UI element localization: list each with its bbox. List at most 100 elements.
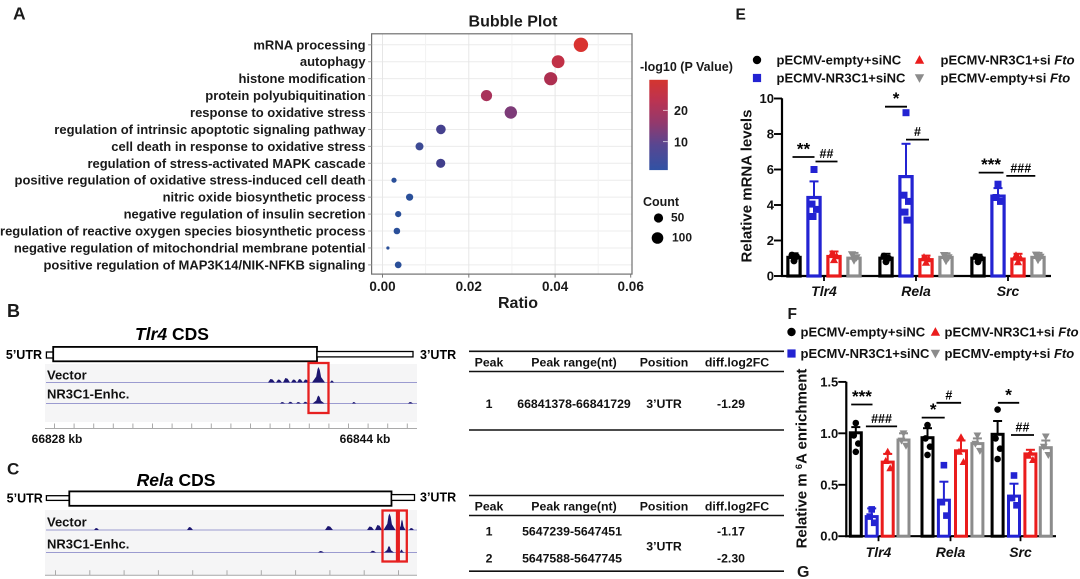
svg-text:diff.log2FC: diff.log2FC: [705, 500, 769, 514]
svg-text:pECMV-empty+si Fto: pECMV-empty+si Fto: [941, 71, 1071, 86]
svg-text:3’UTR: 3’UTR: [420, 348, 456, 362]
svg-text:Rela: Rela: [901, 283, 931, 299]
svg-text:0.5: 0.5: [820, 477, 838, 492]
svg-text:6: 6: [767, 162, 774, 177]
svg-text:histone modification: histone modification: [238, 71, 365, 86]
svg-text:B: B: [7, 301, 20, 321]
svg-text:0.06: 0.06: [618, 279, 645, 294]
svg-text:66841378-66841729: 66841378-66841729: [517, 397, 631, 411]
svg-text:protein polyubiquitination: protein polyubiquitination: [205, 88, 365, 103]
svg-text:pECMV-NR3C1+siNC: pECMV-NR3C1+siNC: [777, 71, 907, 86]
svg-text:###: ###: [871, 412, 892, 426]
svg-text:negative regulation of mitocho: negative regulation of mitochondrial mem…: [14, 241, 366, 256]
svg-text:0.04: 0.04: [542, 279, 569, 294]
svg-text:response to oxidative stress: response to oxidative stress: [190, 105, 366, 120]
svg-text:Src: Src: [997, 283, 1020, 299]
svg-text:66844 kb: 66844 kb: [340, 432, 391, 446]
svg-text:nitric oxide biosynthetic proc: nitric oxide biosynthetic process: [163, 190, 366, 205]
svg-text:Count: Count: [643, 195, 680, 209]
svg-text:###: ###: [1010, 161, 1031, 175]
svg-text:5647239-5647451: 5647239-5647451: [522, 525, 622, 539]
svg-text:mRNA processing: mRNA processing: [253, 37, 365, 52]
svg-text:positive regulation of MAP3K14: positive regulation of MAP3K14/NIK-NFKB …: [43, 257, 365, 272]
svg-text:2: 2: [767, 233, 774, 248]
svg-text:Position: Position: [640, 356, 689, 370]
svg-text:pECMV-empty+siNC: pECMV-empty+siNC: [777, 53, 902, 68]
svg-text:**: **: [797, 140, 811, 159]
svg-text:positive regulation of oxidati: positive regulation of oxidative stress-…: [15, 173, 366, 188]
svg-text:Peak range(nt): Peak range(nt): [531, 500, 616, 514]
svg-text:3’UTR: 3’UTR: [420, 491, 456, 505]
svg-text:regulation of reactive oxygen: regulation of reactive oxygen species bi…: [0, 224, 366, 239]
svg-text:5’UTR: 5’UTR: [6, 348, 42, 362]
svg-text:10: 10: [674, 135, 688, 149]
svg-text:autophagy: autophagy: [300, 54, 366, 69]
svg-text:*: *: [1005, 385, 1012, 404]
svg-text:##: ##: [1016, 421, 1030, 435]
svg-text:Position: Position: [640, 500, 689, 514]
svg-text:10: 10: [760, 91, 774, 106]
svg-text:diff.log2FC: diff.log2FC: [705, 356, 769, 370]
svg-text:*: *: [930, 400, 937, 419]
svg-text:*: *: [893, 89, 900, 108]
svg-text:0.0: 0.0: [820, 529, 838, 544]
svg-text:66828 kb: 66828 kb: [32, 432, 83, 446]
svg-text:Rela: Rela: [936, 544, 966, 560]
svg-text:Vector: Vector: [47, 515, 87, 530]
svg-text:2: 2: [486, 552, 493, 566]
svg-text:Vector: Vector: [47, 368, 87, 383]
svg-text:Src: Src: [1009, 544, 1032, 560]
svg-text:pECMV-NR3C1+si Fto: pECMV-NR3C1+si Fto: [945, 325, 1079, 340]
svg-text:C: C: [7, 460, 19, 479]
svg-text:pECMV-NR3C1+siNC: pECMV-NR3C1+siNC: [801, 346, 931, 361]
svg-text:4: 4: [767, 198, 775, 213]
svg-text:pECMV-NR3C1+si Fto: pECMV-NR3C1+si Fto: [941, 53, 1075, 68]
svg-text:0: 0: [767, 269, 774, 284]
svg-text:Relative m 6A enrichment: Relative m 6A enrichment: [794, 369, 811, 549]
svg-text:20: 20: [674, 104, 688, 118]
svg-text:Peak range(nt): Peak range(nt): [531, 356, 616, 370]
svg-text:Peak: Peak: [475, 356, 504, 370]
svg-text:-1.17: -1.17: [717, 525, 745, 539]
svg-text:##: ##: [820, 147, 834, 161]
svg-text:regulation of intrinsic apopto: regulation of intrinsic apoptotic signal…: [54, 122, 366, 137]
svg-text:0.00: 0.00: [369, 279, 395, 294]
svg-text:3’UTR: 3’UTR: [646, 397, 682, 411]
svg-text:1.5: 1.5: [820, 374, 838, 389]
svg-text:F: F: [788, 306, 797, 323]
svg-text:regulation of stress-activated: regulation of stress-activated MAPK casc…: [87, 156, 365, 171]
svg-text:1.0: 1.0: [820, 426, 838, 441]
svg-text:100: 100: [672, 231, 692, 245]
svg-text:-log10 (P Value): -log10 (P Value): [640, 60, 733, 74]
svg-text:Ratio: Ratio: [498, 295, 538, 312]
svg-text:Bubble Plot: Bubble Plot: [469, 14, 559, 31]
svg-text:pECMV-empty+si Fto: pECMV-empty+si Fto: [945, 346, 1075, 361]
svg-text:5’UTR: 5’UTR: [7, 492, 43, 506]
svg-text:#: #: [945, 388, 952, 402]
svg-text:Tlr4: Tlr4: [811, 283, 837, 299]
svg-text:NR3C1-Enhc.: NR3C1-Enhc.: [47, 537, 129, 552]
svg-text:Tlr4: Tlr4: [866, 544, 892, 560]
svg-text:Peak: Peak: [475, 500, 504, 514]
svg-text:-1.29: -1.29: [717, 397, 745, 411]
svg-text:G: G: [797, 564, 809, 579]
svg-text:8: 8: [767, 127, 774, 142]
svg-text:***: ***: [852, 387, 872, 406]
svg-text:Rela CDS: Rela CDS: [137, 470, 216, 490]
svg-text:50: 50: [671, 211, 685, 225]
svg-text:1: 1: [486, 397, 493, 411]
svg-text:#: #: [914, 125, 921, 139]
svg-text:Relative mRNA levels: Relative mRNA levels: [739, 110, 756, 263]
svg-text:E: E: [736, 7, 746, 24]
svg-text:negative regulation of insulin: negative regulation of insulin secretion: [124, 207, 366, 222]
svg-text:A: A: [13, 4, 26, 24]
svg-text:Tlr4 CDS: Tlr4 CDS: [135, 324, 209, 344]
svg-text:3’UTR: 3’UTR: [646, 540, 682, 554]
svg-text:0.02: 0.02: [456, 279, 482, 294]
svg-text:pECMV-empty+siNC: pECMV-empty+siNC: [801, 325, 926, 340]
svg-text:NR3C1-Enhc.: NR3C1-Enhc.: [47, 387, 129, 402]
svg-text:-2.30: -2.30: [717, 552, 745, 566]
svg-text:1: 1: [486, 525, 493, 539]
svg-text:cell death in response to oxid: cell death in response to oxidative stre…: [111, 139, 365, 154]
svg-text:5647588-5647745: 5647588-5647745: [522, 552, 622, 566]
